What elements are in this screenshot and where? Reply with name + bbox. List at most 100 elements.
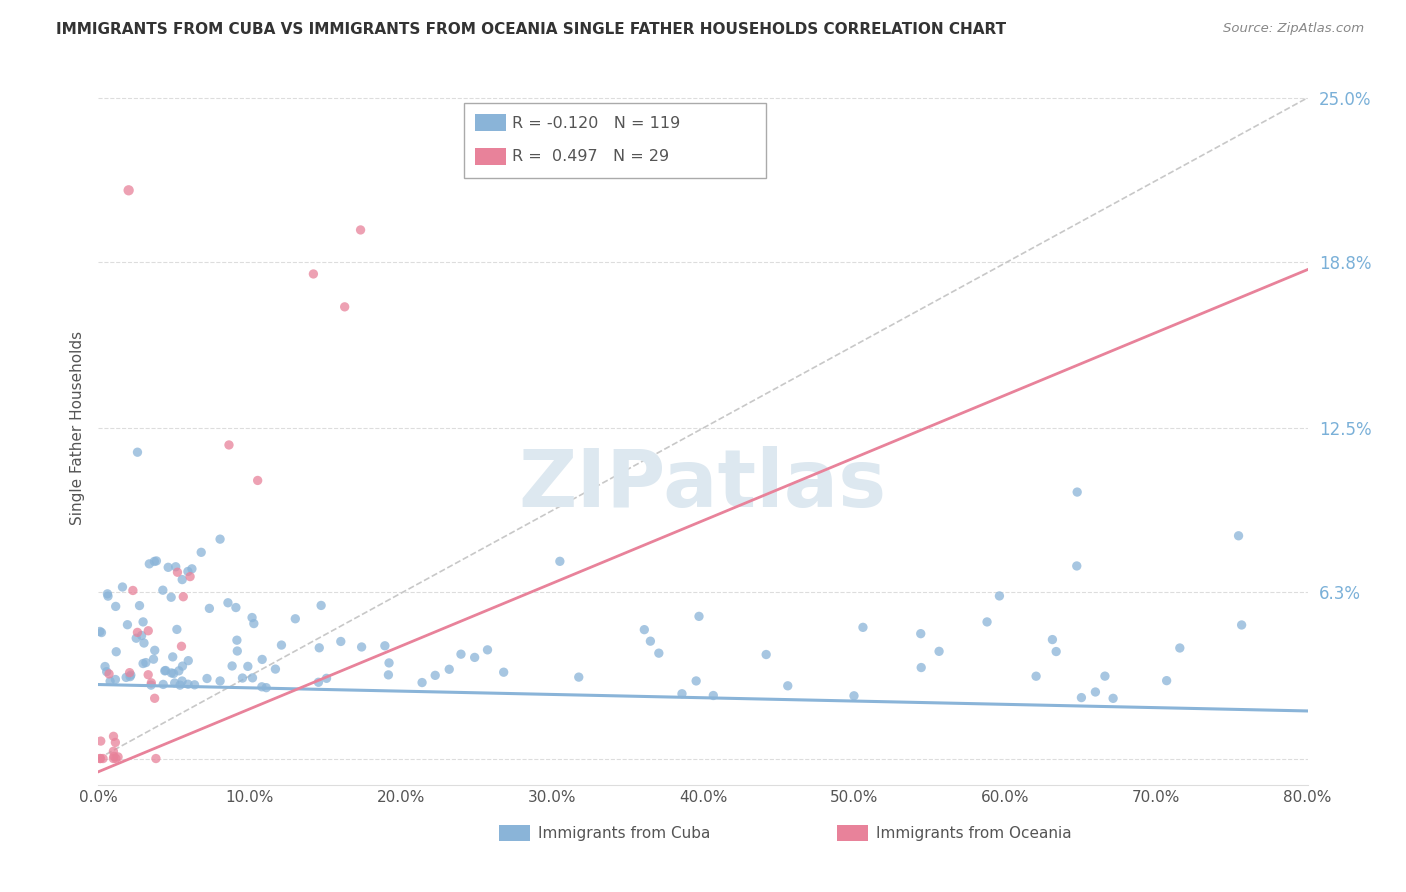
Point	[139, 678, 162, 692]
Point	[96, 587, 118, 601]
Point	[976, 615, 998, 629]
Point	[118, 183, 141, 197]
Point	[308, 640, 330, 655]
Point	[225, 600, 247, 615]
Point	[242, 671, 264, 685]
Point	[246, 474, 269, 488]
Point	[852, 620, 875, 634]
Point	[633, 623, 655, 637]
Point	[120, 668, 142, 682]
Point	[425, 668, 447, 682]
Text: Immigrants from Oceania: Immigrants from Oceania	[876, 826, 1071, 840]
Point	[142, 652, 165, 666]
Point	[378, 656, 401, 670]
Point	[1066, 485, 1088, 500]
Point	[217, 596, 239, 610]
Point	[152, 677, 174, 691]
Point	[98, 667, 121, 681]
Point	[225, 633, 247, 648]
Point	[103, 744, 125, 758]
Point	[145, 554, 167, 568]
Point	[928, 644, 950, 658]
Point	[568, 670, 591, 684]
Point	[477, 643, 499, 657]
Point	[136, 624, 159, 638]
Point	[103, 751, 125, 765]
Point	[89, 624, 111, 639]
Point	[315, 671, 337, 685]
Point	[640, 634, 662, 648]
Point	[755, 648, 778, 662]
Point	[157, 560, 180, 574]
Point	[218, 438, 240, 452]
Point	[198, 601, 221, 615]
Point	[172, 590, 194, 604]
Point	[254, 681, 277, 695]
Point	[250, 652, 273, 666]
Text: Immigrants from Cuba: Immigrants from Cuba	[538, 826, 711, 840]
Point	[309, 599, 332, 613]
Point	[94, 659, 117, 673]
Point	[160, 591, 183, 605]
Point	[104, 751, 127, 765]
Point	[111, 580, 134, 594]
Point	[209, 673, 232, 688]
Point	[1227, 529, 1250, 543]
Point	[236, 659, 259, 673]
Point	[167, 664, 190, 678]
Point	[377, 668, 399, 682]
Point	[1168, 640, 1191, 655]
Point	[131, 628, 153, 642]
Point	[1042, 632, 1064, 647]
Point	[132, 636, 155, 650]
Point	[776, 679, 799, 693]
Point	[136, 667, 159, 681]
Point	[117, 617, 139, 632]
Point	[166, 566, 188, 580]
Point	[165, 559, 187, 574]
Point	[1070, 690, 1092, 705]
Point	[103, 729, 125, 743]
Point	[243, 616, 266, 631]
Point	[250, 680, 273, 694]
Point	[685, 673, 707, 688]
Point	[910, 626, 932, 640]
Point	[179, 569, 201, 583]
Point	[96, 665, 118, 679]
Point	[97, 589, 120, 603]
Point	[141, 676, 163, 690]
Point	[90, 625, 112, 640]
Point	[132, 615, 155, 629]
Point	[988, 589, 1011, 603]
Point	[270, 638, 292, 652]
Point	[143, 691, 166, 706]
Point	[143, 554, 166, 568]
Point	[688, 609, 710, 624]
Point	[492, 665, 515, 680]
Point	[1102, 691, 1125, 706]
Point	[127, 625, 149, 640]
Point	[910, 660, 932, 674]
Point	[90, 734, 112, 748]
Point	[548, 554, 571, 568]
Point	[1066, 558, 1088, 573]
Y-axis label: Single Father Households: Single Father Households	[69, 331, 84, 525]
Point	[209, 532, 232, 546]
Point	[177, 654, 200, 668]
Point	[195, 672, 218, 686]
Point	[307, 675, 329, 690]
Point	[240, 610, 263, 624]
Point	[172, 659, 194, 673]
Point	[91, 751, 114, 765]
Point	[107, 750, 129, 764]
Point	[118, 665, 141, 680]
Point	[671, 687, 693, 701]
Point	[89, 751, 111, 765]
Point	[152, 583, 174, 598]
Point	[125, 631, 148, 645]
Point	[122, 583, 145, 598]
Point	[155, 664, 177, 678]
Point	[128, 599, 150, 613]
Point	[177, 677, 200, 691]
Point	[138, 557, 160, 571]
